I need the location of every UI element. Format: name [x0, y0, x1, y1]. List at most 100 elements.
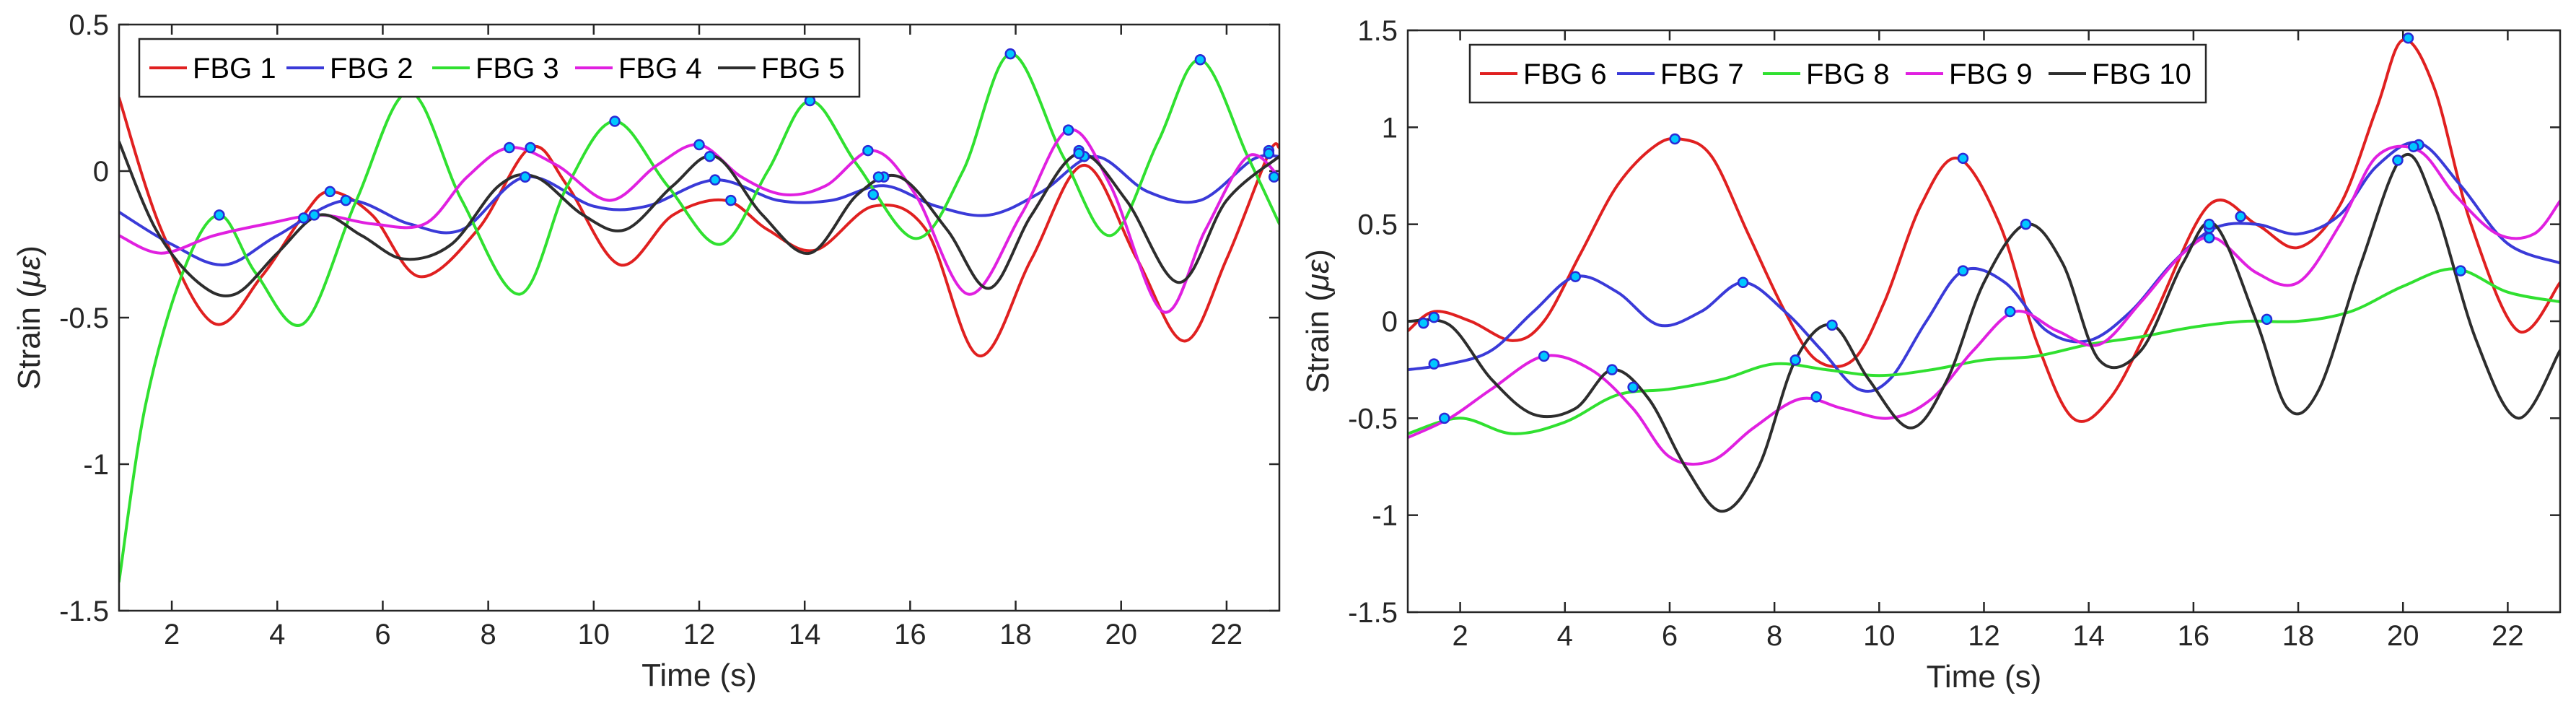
peak-marker: [609, 116, 621, 127]
peak-marker: [1606, 364, 1618, 375]
x-tick-label: 20: [2387, 620, 2419, 652]
y-tick-label: 1: [1382, 112, 1398, 144]
peak-marker: [872, 171, 885, 183]
x-tick-label: 16: [2178, 620, 2210, 652]
series-line-fbg-4: [119, 128, 1279, 314]
peak-marker: [2261, 313, 2273, 326]
y-tick-label: -1.5: [59, 596, 109, 627]
y-tick-label: 0: [1382, 306, 1398, 338]
peak-marker: [1538, 350, 1550, 362]
legend-entry: FBG 3: [476, 53, 559, 84]
series-line-fbg-3: [119, 52, 1279, 583]
x-tick-label: 18: [2282, 620, 2315, 652]
peak-marker: [2203, 218, 2215, 230]
x-tick-label: 14: [789, 619, 821, 650]
x-tick-label: 8: [481, 619, 496, 650]
y-tick-label: 0.5: [1357, 209, 1398, 241]
peak-marker: [2407, 141, 2419, 152]
legend-entry: FBG 10: [2092, 58, 2191, 90]
peak-marker: [1004, 48, 1016, 60]
x-axis-label: Time (s): [641, 658, 757, 693]
peak-marker: [1569, 271, 1582, 282]
peak-marker: [298, 212, 310, 224]
x-tick-label: 12: [683, 619, 716, 650]
x-tick-label: 22: [2492, 620, 2524, 652]
x-tick-label: 16: [894, 619, 926, 650]
peak-marker: [504, 141, 515, 154]
y-tick-label: -1: [83, 449, 109, 481]
peak-marker: [1789, 354, 1801, 366]
peak-marker: [2392, 154, 2404, 166]
x-tick-label: 10: [578, 619, 610, 650]
x-tick-label: 4: [269, 619, 285, 650]
peak-marker: [1418, 317, 1429, 329]
y-axis-label: Strain (με): [12, 245, 47, 390]
x-tick-label: 8: [1766, 620, 1782, 652]
series-line-fbg-6: [1408, 38, 2560, 423]
peak-marker: [1428, 358, 1440, 370]
y-tick-label: 1.5: [1357, 15, 1398, 47]
legend-entry: FBG 4: [618, 53, 702, 84]
x-tick-label: 10: [1863, 620, 1896, 652]
x-tick-label: 20: [1105, 619, 1137, 650]
peak-marker: [1263, 147, 1275, 160]
peak-marker: [2020, 218, 2032, 230]
x-tick-label: 6: [374, 619, 390, 650]
peak-marker: [693, 139, 705, 151]
peak-marker: [324, 186, 336, 198]
peak-marker: [704, 150, 716, 162]
peak-marker: [1268, 171, 1279, 183]
peak-marker: [1737, 276, 1749, 289]
peak-marker: [1957, 265, 1969, 276]
peak-marker: [867, 188, 879, 201]
peak-marker: [1062, 124, 1074, 136]
series-line-fbg-8: [1408, 267, 2560, 435]
peak-marker: [520, 171, 531, 183]
peak-marker: [308, 209, 320, 221]
peak-marker: [2235, 211, 2246, 222]
peak-marker: [1073, 147, 1085, 160]
peak-marker: [2203, 232, 2215, 244]
peak-marker: [1810, 391, 1822, 403]
x-tick-label: 2: [1452, 620, 1468, 652]
peak-marker: [1439, 412, 1450, 424]
peak-marker: [2402, 32, 2414, 44]
y-tick-label: -1.5: [1348, 597, 1398, 629]
x-tick-label: 18: [999, 619, 1032, 650]
x-axis-label: Time (s): [1927, 659, 2042, 694]
legend-entry: FBG 7: [1660, 58, 1744, 90]
x-tick-label: 2: [164, 619, 180, 650]
legend-entry: FBG 6: [1523, 58, 1607, 90]
peak-marker: [214, 209, 225, 221]
x-tick-label: 6: [1662, 620, 1678, 652]
peak-marker: [725, 194, 737, 206]
y-axis-label: Strain (με): [1300, 249, 1336, 393]
y-tick-label: -1: [1372, 500, 1398, 532]
peak-marker: [1428, 311, 1440, 323]
x-tick-label: 12: [1968, 620, 2000, 652]
peak-marker: [340, 194, 352, 206]
right-strain-plot: 2 4 6 8 10 12 14 16 18 20 22 -1.5 -1 -0.5 0 0.5 1 1.5 Time…: [1300, 15, 2562, 694]
legend-entry: FBG 5: [761, 53, 845, 84]
peak-marker: [709, 174, 721, 186]
x-tick-label: 22: [1211, 619, 1243, 650]
legend-box: [138, 38, 861, 98]
x-tick-label: 4: [1557, 620, 1573, 652]
peak-marker: [1627, 381, 1639, 393]
peak-marker: [862, 144, 874, 157]
y-tick-label: -0.5: [59, 302, 109, 334]
y-tick-label: 0.5: [69, 9, 109, 41]
y-tick-label: -0.5: [1348, 403, 1398, 435]
peak-marker: [525, 141, 536, 154]
legend-entry: FBG 1: [193, 53, 276, 84]
peak-marker: [1826, 319, 1838, 331]
peak-marker: [2005, 305, 2016, 318]
left-strain-plot: 2 4 6 8 10 12 14 16 18 20 22 -1.5 -1 -0.5 0 0.5 Time (s)…: [12, 9, 1281, 693]
peak-marker: [1194, 53, 1206, 66]
axes-frame: [1406, 29, 2562, 614]
peak-marker: [2455, 265, 2466, 276]
peak-marker: [1669, 133, 1681, 145]
x-tick-label: 14: [2072, 620, 2105, 652]
legend-entry: FBG 8: [1806, 58, 1890, 90]
